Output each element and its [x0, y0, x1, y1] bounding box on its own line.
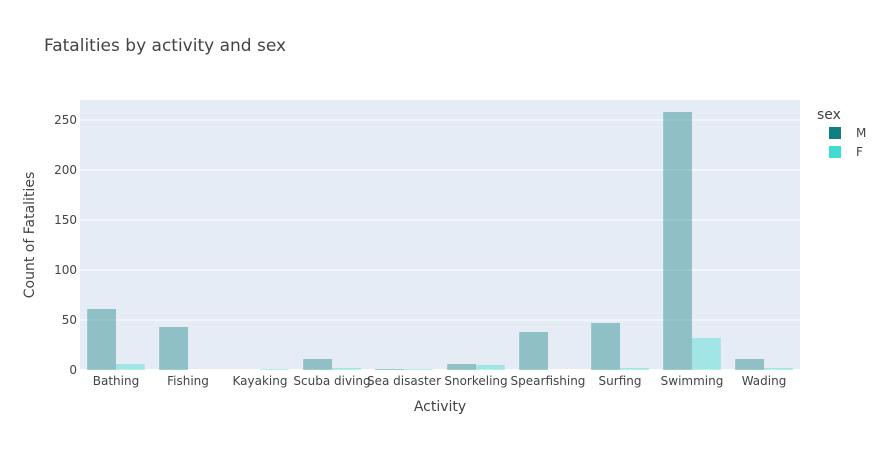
bar-m-sea-disaster — [375, 369, 404, 370]
y-axis-title: Count of Fatalities — [22, 172, 38, 298]
bar-f-surfing — [620, 368, 649, 370]
bar-m-snorkeling — [447, 364, 476, 370]
y-tick-label: 50 — [62, 313, 77, 327]
legend-label-m: M — [856, 126, 866, 140]
bar-f-swimming — [692, 338, 721, 370]
bar-m-surfing — [591, 323, 620, 370]
y-tick-label: 200 — [54, 163, 77, 177]
y-tick-label: 0 — [69, 363, 77, 377]
bar-m-spearfishing — [519, 332, 548, 370]
bar-f-kayaking — [260, 369, 289, 370]
y-tick-label: 150 — [54, 213, 77, 227]
bars — [87, 112, 793, 370]
x-tick-label: Sea disaster — [367, 374, 441, 388]
x-tick-label: Surfing — [599, 374, 642, 388]
x-axis-title: Activity — [414, 399, 466, 415]
x-tick-label: Snorkeling — [444, 374, 507, 388]
legend-swatch-f — [829, 146, 841, 158]
x-tick-label: Swimming — [661, 374, 724, 388]
x-tick-label: Scuba diving — [293, 374, 370, 388]
bar-f-sea-disaster — [404, 369, 433, 370]
legend-title: sex — [817, 107, 841, 123]
x-tick-label: Spearfishing — [511, 374, 586, 388]
bar-f-scuba-diving — [332, 368, 361, 370]
bar-m-fishing — [159, 327, 188, 370]
bar-f-snorkeling — [476, 365, 505, 370]
x-tick-label: Fishing — [167, 374, 209, 388]
bar-m-scuba-diving — [303, 359, 332, 370]
legend-swatch-m — [829, 127, 841, 139]
legend: sex MF — [817, 107, 866, 159]
legend-label-f: F — [856, 145, 863, 159]
y-tick-label: 250 — [54, 113, 77, 127]
y-tick-label: 100 — [54, 263, 77, 277]
y-tick-labels: 0 50 100 150 200 250 — [54, 113, 77, 377]
chart-title: Fatalities by activity and sex — [44, 36, 286, 56]
plot-area — [80, 100, 800, 370]
bar-m-wading — [735, 359, 764, 370]
x-tick-label: Kayaking — [233, 374, 288, 388]
x-tick-label: Wading — [742, 374, 787, 388]
bar-f-wading — [764, 368, 793, 370]
x-tick-label: Bathing — [93, 374, 139, 388]
bar-f-bathing — [116, 364, 145, 370]
grid-lines — [80, 119, 800, 371]
bar-m-swimming — [663, 112, 692, 370]
bar-m-bathing — [87, 309, 116, 370]
